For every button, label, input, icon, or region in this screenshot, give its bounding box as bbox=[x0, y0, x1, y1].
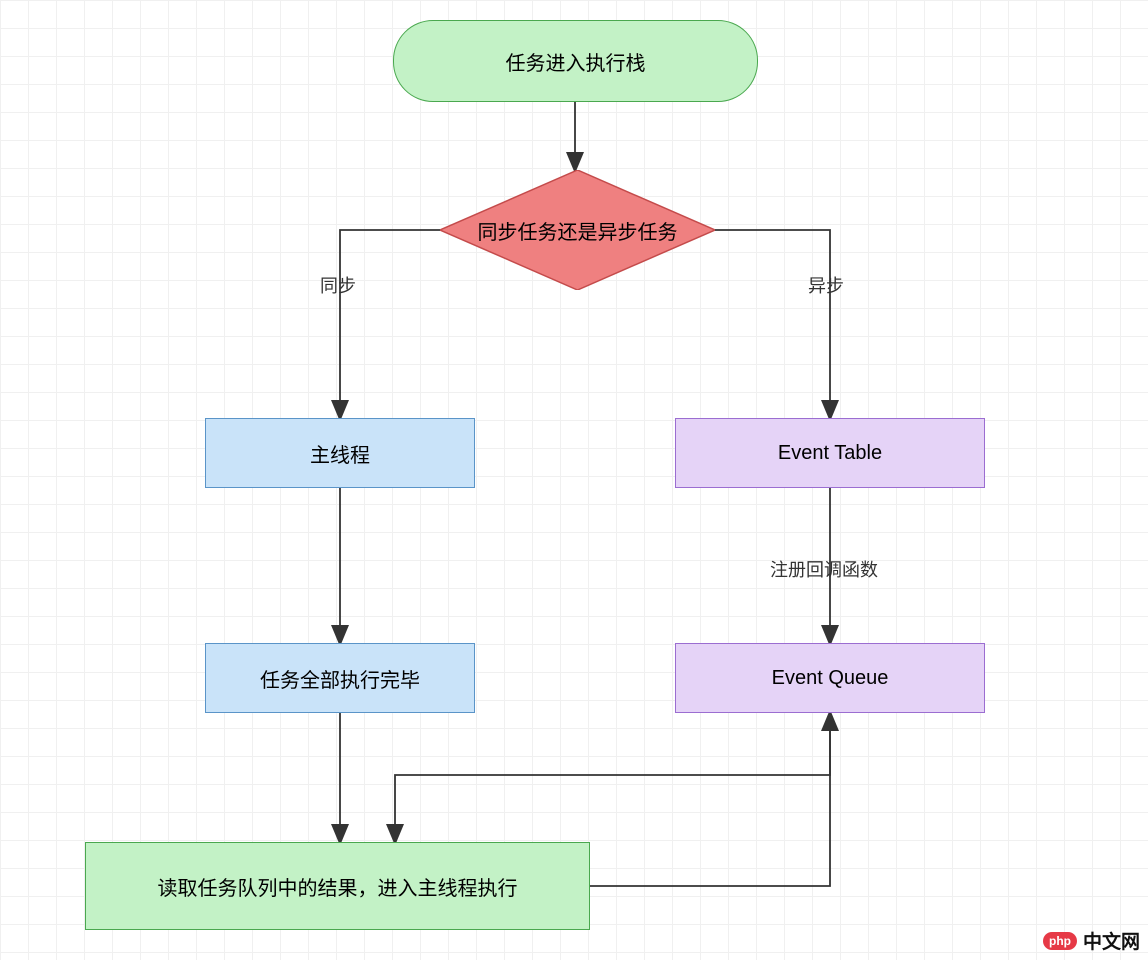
node-event_queue: Event Queue bbox=[675, 643, 985, 713]
edge-label-4: 注册回调函数 bbox=[770, 556, 878, 582]
watermark-text: 中文网 bbox=[1083, 927, 1140, 954]
edge-label-2: 异步 bbox=[808, 272, 844, 298]
node-event_table: Event Table bbox=[675, 418, 985, 488]
edge-1 bbox=[340, 230, 440, 418]
watermark-badge: php bbox=[1043, 932, 1077, 950]
node-main_thread: 主线程 bbox=[205, 418, 475, 488]
node-label: 同步任务还是异步任务 bbox=[478, 216, 678, 245]
edge-2 bbox=[715, 230, 830, 418]
edge-6 bbox=[395, 713, 830, 842]
node-decision: 同步任务还是异步任务 bbox=[440, 170, 715, 290]
edge-label-1: 同步 bbox=[320, 272, 356, 298]
node-tasks_done: 任务全部执行完毕 bbox=[205, 643, 475, 713]
node-read_queue: 读取任务队列中的结果，进入主线程执行 bbox=[85, 842, 590, 930]
edge-7 bbox=[590, 713, 830, 886]
watermark: php 中文网 bbox=[1043, 927, 1140, 954]
node-start: 任务进入执行栈 bbox=[393, 20, 758, 102]
